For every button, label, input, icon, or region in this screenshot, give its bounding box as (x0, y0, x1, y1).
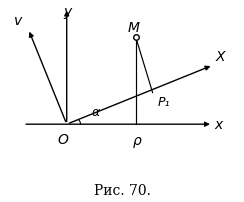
Text: M: M (128, 21, 140, 35)
Text: P₁: P₁ (158, 95, 170, 108)
Text: y: y (64, 5, 72, 19)
Text: x: x (215, 118, 223, 132)
Text: ρ: ρ (132, 133, 141, 147)
Text: X: X (215, 50, 225, 64)
Text: v: v (14, 14, 22, 28)
Text: O: O (57, 133, 68, 146)
Text: Рис. 70.: Рис. 70. (93, 183, 151, 197)
Text: α: α (92, 105, 100, 118)
